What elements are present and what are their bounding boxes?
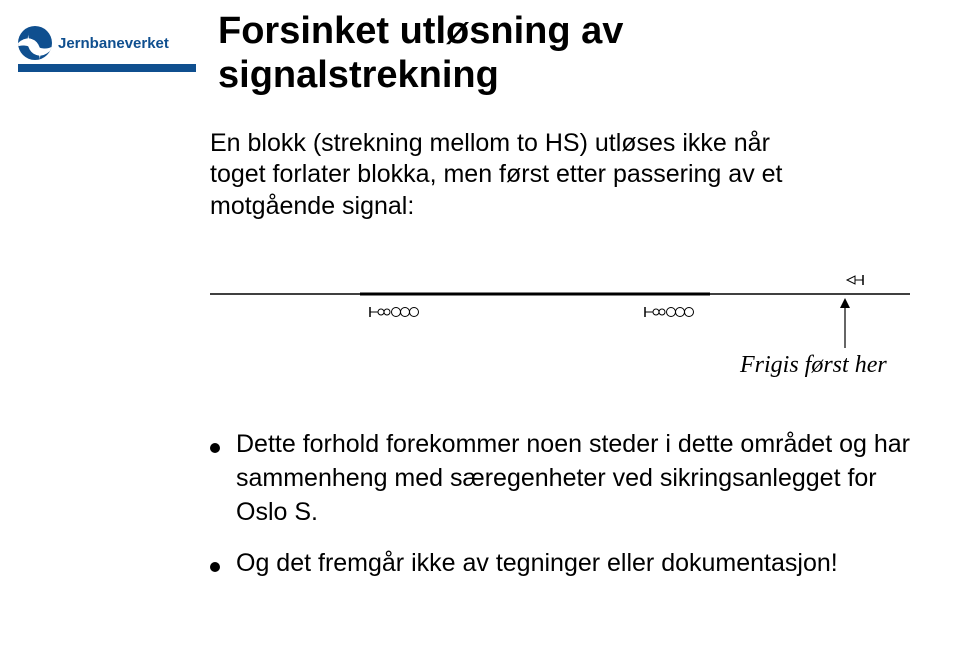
page-title: Forsinket utløsning av signalstrekning bbox=[218, 10, 623, 97]
track-diagram bbox=[210, 258, 910, 348]
bullet-item: Dette forhold forekommer noen steder i d… bbox=[210, 428, 910, 529]
intro-paragraph: En blokk (strekning mellom to HS) utløse… bbox=[210, 128, 783, 222]
logo-text: Jernbaneverket bbox=[58, 35, 169, 52]
logo-mark-icon bbox=[18, 26, 52, 60]
diagram-caption: Frigis først her bbox=[740, 352, 887, 379]
logo-underline bbox=[18, 64, 196, 72]
brand-logo: Jernbaneverket bbox=[18, 26, 169, 60]
bullet-item: Og det fremgår ikke av tegninger eller d… bbox=[210, 547, 910, 581]
slide: Jernbaneverket Forsinket utløsning av si… bbox=[0, 0, 959, 646]
bullet-list: Dette forhold forekommer noen steder i d… bbox=[210, 428, 910, 599]
